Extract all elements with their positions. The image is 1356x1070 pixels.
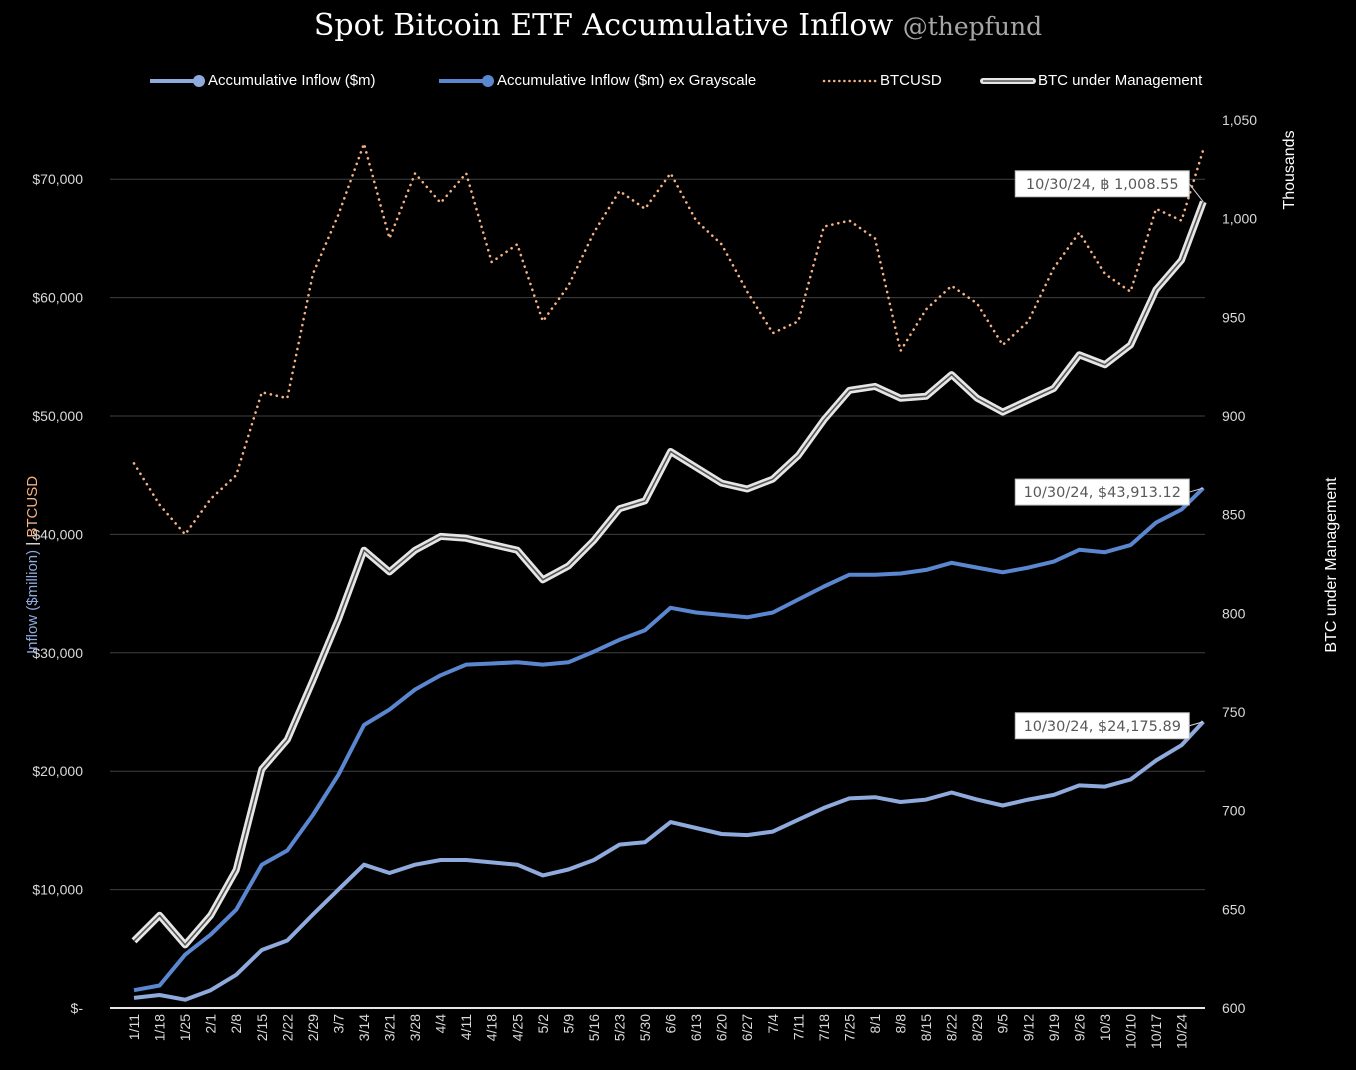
right-axis-unit: Thousands (1281, 130, 1298, 209)
x-tick-label: 10/24 (1174, 1014, 1190, 1049)
x-tick-label: 7/4 (765, 1014, 781, 1034)
annotation-label: 10/30/24, ฿ 1,008.55 (1026, 177, 1179, 193)
right-tick-label: 800 (1222, 605, 1246, 621)
right-tick-label: 850 (1222, 507, 1246, 523)
chart-title: Spot Bitcoin ETF Accumulative Inflow @th… (0, 8, 1356, 43)
legend-swatch-inflow (150, 74, 205, 87)
left-tick-label: $- (71, 1000, 84, 1016)
x-tick-label: 1/18 (152, 1014, 168, 1041)
legend-item-btcusd: BTCUSD (822, 72, 942, 89)
annotation-label: 10/30/24, $24,175.89 (1024, 719, 1181, 735)
x-tick-label: 4/25 (509, 1014, 525, 1041)
left-tick-label: $20,000 (32, 763, 83, 779)
x-tick-label: 5/9 (560, 1014, 576, 1034)
legend-label: BTCUSD (880, 72, 942, 89)
annotation-label: 10/30/24, $43,913.12 (1024, 485, 1181, 501)
x-tick-label: 5/16 (586, 1014, 602, 1041)
legend-swatch-btc-aum (980, 77, 1036, 84)
right-tick-label: 650 (1222, 901, 1246, 917)
right-axis-title: BTC under Management (1323, 477, 1340, 653)
title-handle: @thepfund (902, 12, 1043, 41)
legend-item-inflow-ex-grayscale: Accumulative Inflow ($m) ex Grayscale (437, 72, 756, 89)
x-tick-label: 10/17 (1148, 1014, 1164, 1049)
x-tick-label: 4/4 (433, 1014, 449, 1034)
x-tick-label: 3/14 (356, 1014, 372, 1041)
x-tick-label: 8/8 (893, 1014, 909, 1034)
legend-label: Accumulative Inflow ($m) ex Grayscale (497, 72, 757, 89)
x-tick-label: 6/6 (663, 1014, 679, 1034)
x-tick-label: 9/26 (1071, 1014, 1087, 1041)
x-tick-label: 2/1 (203, 1014, 219, 1034)
annotation-leader (1188, 183, 1204, 203)
annotation-box (1014, 712, 1190, 740)
right-tick-label: 950 (1222, 309, 1246, 325)
x-tick-label: 8/29 (969, 1014, 985, 1041)
right-tick-label: 600 (1222, 1000, 1246, 1016)
x-tick-label: 1/25 (177, 1014, 193, 1041)
annotation-leader (1189, 487, 1204, 493)
x-tick-label: 7/18 (816, 1014, 832, 1041)
x-tick-label: 5/30 (637, 1014, 653, 1041)
x-tick-label: 4/11 (458, 1014, 474, 1040)
legend-label: Accumulative Inflow ($m) (208, 72, 376, 89)
right-tick-label: 1,000 (1222, 211, 1257, 227)
x-tick-label: 5/23 (611, 1014, 627, 1041)
legend-item-btc-under-management: BTC under Management (980, 72, 1202, 89)
title-text: Spot Bitcoin ETF Accumulative Inflow (313, 8, 894, 43)
legend-swatch-ex-grayscale (439, 74, 494, 87)
annotation-box (1014, 170, 1190, 198)
x-tick-label: 6/27 (739, 1014, 755, 1041)
left-tick-label: $70,000 (32, 171, 83, 187)
left-tick-label: $40,000 (32, 526, 83, 542)
x-tick-label: 8/22 (944, 1014, 960, 1041)
annotation-leader (1189, 721, 1204, 727)
x-tick-label: 6/20 (714, 1014, 730, 1041)
right-tick-label: 750 (1222, 704, 1246, 720)
x-tick-label: 9/19 (1046, 1014, 1062, 1041)
series-line-accumulative-inflow-m- (133, 720, 1205, 1002)
left-tick-label: $10,000 (32, 882, 83, 898)
x-tick-label: 2/8 (228, 1014, 244, 1034)
legend-label: BTC under Management (1038, 72, 1203, 89)
left-axis-title: Inflow ($million) | BTCUSD (24, 476, 41, 654)
x-tick-label: 9/5 (995, 1014, 1011, 1034)
left-tick-label: $50,000 (32, 408, 83, 424)
series-line-core-btc-under-management (133, 201, 1205, 946)
x-tick-label: 3/7 (330, 1014, 346, 1034)
legend-item-inflow: Accumulative Inflow ($m) (148, 72, 376, 89)
x-tick-label: 2/29 (305, 1014, 321, 1041)
series-line-btcusd (132, 139, 1205, 537)
annotation-box (1014, 478, 1190, 506)
x-tick-label: 7/11 (790, 1014, 806, 1040)
series-line-btc-under-management (131, 200, 1207, 949)
right-tick-label: 1,050 (1222, 112, 1257, 128)
x-tick-label: 8/1 (867, 1014, 883, 1034)
legend-swatch-btcusd (822, 79, 878, 82)
x-tick-label: 10/3 (1097, 1014, 1113, 1041)
x-tick-label: 4/18 (484, 1014, 500, 1041)
x-tick-label: 3/28 (407, 1014, 423, 1041)
x-tick-label: 7/25 (841, 1014, 857, 1041)
x-tick-label: 2/15 (254, 1014, 270, 1041)
x-tick-label: 1/11 (126, 1014, 142, 1040)
x-tick-label: 9/12 (1020, 1014, 1036, 1041)
x-tick-label: 5/2 (535, 1014, 551, 1034)
x-tick-label: 6/13 (688, 1014, 704, 1041)
x-tick-label: 10/10 (1122, 1014, 1138, 1049)
x-tick-label: 8/15 (918, 1014, 934, 1041)
x-tick-label: 2/22 (279, 1014, 295, 1041)
right-tick-label: 900 (1222, 408, 1246, 424)
left-tick-label: $30,000 (32, 645, 83, 661)
left-tick-label: $60,000 (32, 290, 83, 306)
x-tick-label: 3/21 (382, 1014, 398, 1041)
legend: Accumulative Inflow ($m) Accumulative In… (0, 72, 1356, 92)
right-tick-label: 700 (1222, 803, 1246, 819)
